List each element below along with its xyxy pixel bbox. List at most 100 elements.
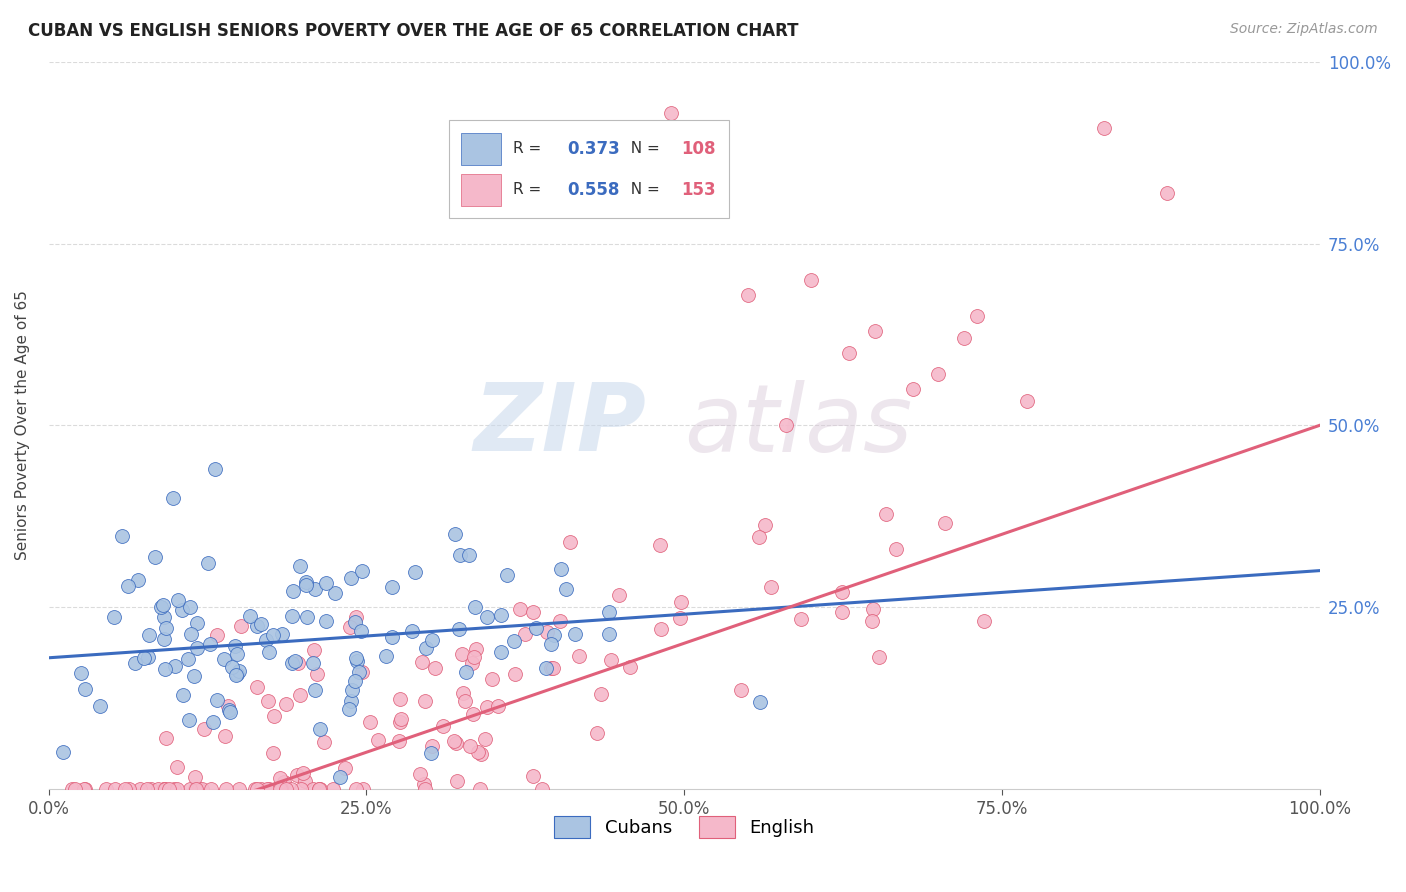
Point: [290, 781, 312, 796]
Point: [754, 517, 776, 532]
Point: [503, 667, 526, 681]
Point: [259, 645, 281, 659]
Point: [217, 698, 239, 713]
Point: [254, 633, 277, 648]
Point: [443, 734, 465, 748]
Point: [531, 781, 554, 796]
Point: [177, 713, 200, 727]
Point: [488, 699, 510, 714]
Point: [730, 682, 752, 697]
Point: [186, 781, 208, 796]
Point: [589, 687, 612, 701]
Point: [225, 667, 247, 681]
Point: [536, 660, 558, 674]
Point: [444, 527, 467, 541]
Point: [280, 781, 302, 796]
Point: [543, 627, 565, 641]
Point: [329, 770, 352, 784]
Point: [339, 620, 361, 634]
Point: [179, 781, 201, 796]
Point: [315, 614, 337, 628]
Point: [262, 628, 284, 642]
Point: [884, 541, 907, 556]
Point: [342, 683, 364, 698]
Point: [425, 661, 447, 675]
Point: [564, 627, 586, 641]
Point: [461, 656, 484, 670]
Point: [401, 624, 423, 638]
Point: [875, 508, 897, 522]
Point: [290, 688, 312, 702]
Point: [187, 781, 209, 796]
Point: [491, 607, 513, 622]
Point: [409, 767, 432, 781]
Point: [184, 781, 207, 796]
Text: atlas: atlas: [685, 380, 912, 471]
Point: [166, 760, 188, 774]
Point: [838, 345, 860, 359]
Point: [96, 781, 118, 796]
Point: [256, 781, 278, 796]
Point: [309, 781, 332, 796]
Point: [152, 598, 174, 612]
Point: [309, 723, 332, 737]
Text: 0.373: 0.373: [567, 139, 620, 158]
Point: [215, 781, 238, 796]
Point: [347, 665, 370, 679]
Point: [270, 627, 292, 641]
Point: [262, 746, 284, 760]
Point: [225, 668, 247, 682]
Point: [141, 781, 163, 796]
Point: [307, 666, 329, 681]
Point: [389, 692, 412, 706]
Point: [454, 694, 477, 708]
Point: [481, 672, 503, 686]
Point: [73, 781, 96, 796]
Point: [257, 694, 280, 708]
Point: [668, 611, 690, 625]
Point: [344, 615, 367, 630]
Point: [323, 586, 346, 600]
Point: [193, 723, 215, 737]
Point: [350, 665, 373, 680]
Point: [304, 582, 326, 596]
Point: [344, 651, 367, 665]
Point: [350, 624, 373, 638]
Point: [291, 765, 314, 780]
Point: [153, 781, 176, 796]
Point: [1156, 186, 1178, 200]
Point: [179, 599, 201, 614]
Point: [263, 709, 285, 723]
Point: [344, 781, 367, 796]
Point: [800, 273, 823, 287]
Point: [157, 781, 180, 796]
Point: [295, 610, 318, 624]
Point: [509, 602, 531, 616]
Point: [117, 579, 139, 593]
Point: [207, 628, 229, 642]
Point: [103, 609, 125, 624]
Text: N =: N =: [620, 183, 664, 197]
Point: [322, 781, 344, 796]
Point: [340, 693, 363, 707]
Point: [294, 575, 316, 590]
Point: [163, 781, 186, 796]
Point: [170, 603, 193, 617]
Point: [288, 558, 311, 573]
Point: [391, 712, 413, 726]
Point: [184, 770, 207, 784]
Point: [281, 609, 304, 624]
Point: [524, 621, 547, 635]
Point: [863, 324, 886, 338]
Point: [860, 614, 883, 628]
Point: [103, 781, 125, 796]
Point: [60, 781, 83, 796]
Point: [274, 781, 297, 796]
Point: [337, 702, 360, 716]
Point: [661, 106, 683, 120]
Point: [343, 673, 366, 688]
Point: [269, 772, 291, 786]
Point: [201, 714, 224, 729]
Point: [249, 616, 271, 631]
Point: [404, 565, 426, 579]
